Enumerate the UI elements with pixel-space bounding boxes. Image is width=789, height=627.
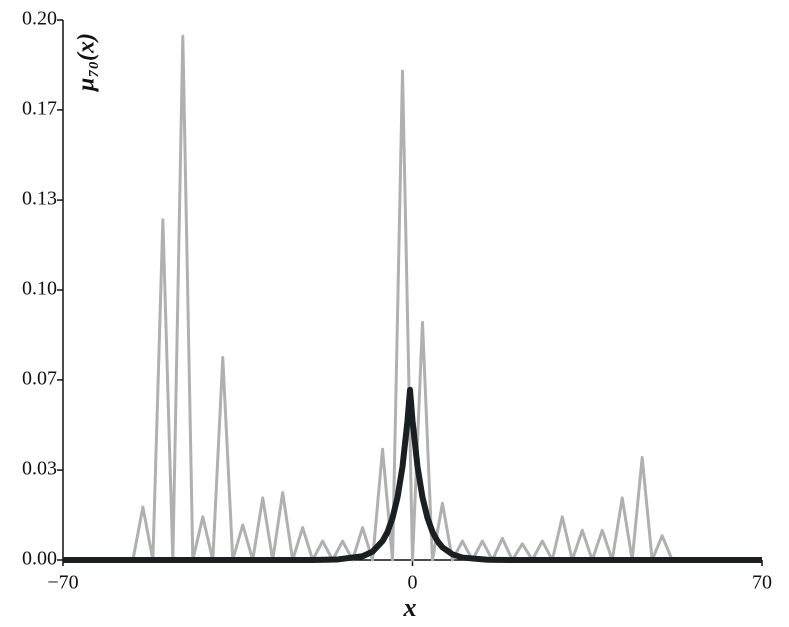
y-tick-label: 0.13 [22, 188, 57, 210]
data-line [122, 34, 683, 562]
y-tick-label: 0.07 [22, 368, 57, 390]
x-axis-label: x [403, 593, 417, 622]
x-tick-label: −70 [47, 572, 78, 594]
x-tick-label: 70 [752, 572, 772, 594]
y-tick-label: 0.17 [22, 98, 57, 120]
y-tick-label: 0.03 [22, 458, 57, 480]
y-tick-label: 0.20 [22, 8, 57, 30]
y-tick-label: 0.00 [22, 548, 57, 570]
data-line [63, 386, 762, 563]
x-tick-label: 0 [408, 572, 418, 594]
y-tick-label: 0.10 [22, 278, 57, 300]
y-axis-label: μ₇₀(x) [74, 33, 100, 93]
